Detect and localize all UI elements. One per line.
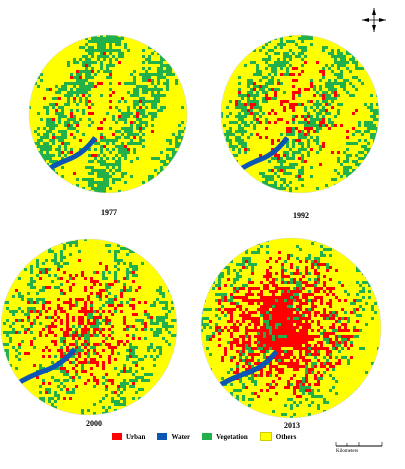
map-1992 (220, 34, 380, 194)
map-panel-1992 (220, 22, 380, 206)
year-label-1992: 1992 (293, 211, 309, 220)
map-panel-1977 (28, 22, 188, 206)
year-label-2013: 2013 (284, 421, 300, 430)
map-panel-2000 (0, 238, 178, 416)
scale-label: Kilometers (336, 449, 359, 454)
map-2000 (0, 238, 178, 416)
legend-item-urban: Urban (112, 433, 145, 441)
legend-label-urban: Urban (126, 432, 146, 441)
legend-item-others: Others (259, 432, 297, 441)
legend: Urban Water Vegetation Others (112, 432, 308, 441)
north-arrow-icon (362, 8, 386, 32)
legend-item-vegetation: Vegetation (202, 433, 248, 441)
legend-label-others: Others (275, 432, 297, 441)
vegetation-swatch (202, 433, 213, 440)
map-2013 (200, 237, 382, 419)
urban-swatch (112, 433, 122, 440)
year-label-2000: 2000 (86, 419, 102, 428)
legend-label-water: Water (171, 432, 191, 441)
map-1977 (28, 34, 188, 194)
year-label-1977: 1977 (101, 208, 117, 217)
others-swatch (259, 432, 272, 441)
map-panel-2013 (200, 236, 382, 420)
legend-item-water: Water (157, 433, 190, 441)
legend-label-vegetation: Vegetation (216, 432, 248, 441)
scale-bar (335, 442, 383, 447)
water-swatch (157, 433, 168, 440)
